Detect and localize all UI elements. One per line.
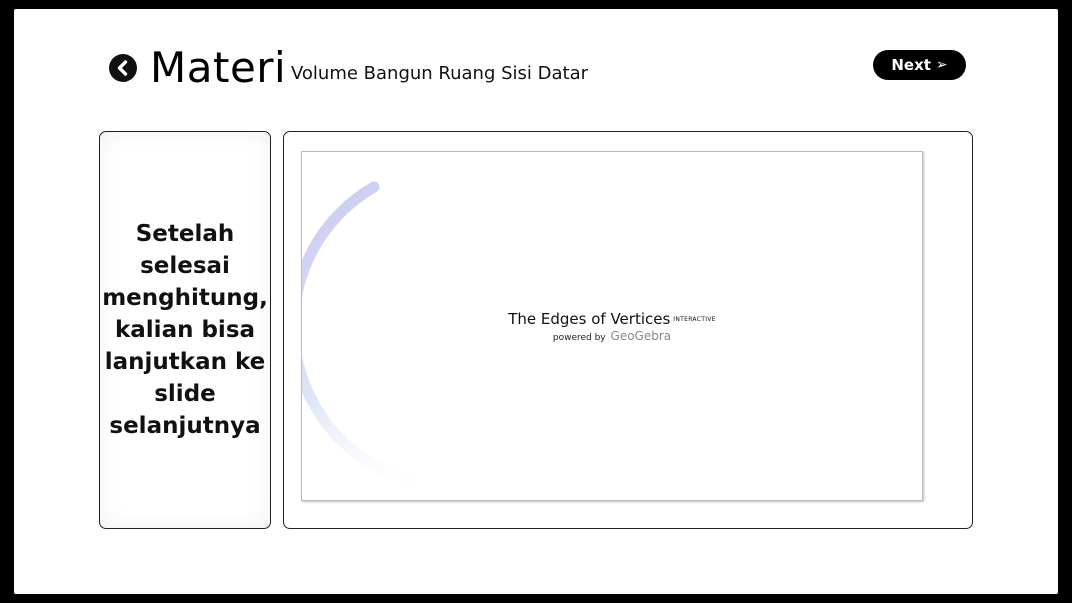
embed-title-block: The Edges of Vertices INTERACTIVE powered… bbox=[302, 310, 922, 343]
instruction-text: Setelah selesai menghitung, kalian bisa … bbox=[102, 221, 268, 439]
embed-badge: INTERACTIVE bbox=[673, 316, 716, 323]
content-panel: The Edges of Vertices INTERACTIVE powered… bbox=[283, 131, 973, 529]
back-button[interactable] bbox=[109, 54, 137, 82]
powered-by-label: powered by bbox=[552, 333, 606, 343]
page-subtitle: Volume Bangun Ruang Sisi Datar bbox=[291, 63, 589, 84]
instruction-panel: Setelah selesai menghitung, kalian bisa … bbox=[99, 131, 271, 529]
embed-title: The Edges of Vertices bbox=[508, 310, 671, 328]
slide-frame: Materi Volume Bangun Ruang Sisi Datar Ne… bbox=[14, 9, 1058, 594]
geogebra-embed[interactable]: The Edges of Vertices INTERACTIVE powered… bbox=[301, 151, 923, 501]
page-title: Materi bbox=[150, 43, 287, 92]
loading-spinner-icon bbox=[302, 181, 540, 492]
header: Materi Volume Bangun Ruang Sisi Datar Ne… bbox=[109, 43, 989, 99]
next-button-label: Next bbox=[891, 56, 931, 74]
next-button[interactable]: Next ➢ bbox=[873, 50, 966, 80]
arrow-right-icon: ➢ bbox=[935, 57, 948, 73]
chevron-left-circle-icon bbox=[117, 60, 128, 76]
geogebra-logo: GeoGebra bbox=[610, 329, 672, 343]
